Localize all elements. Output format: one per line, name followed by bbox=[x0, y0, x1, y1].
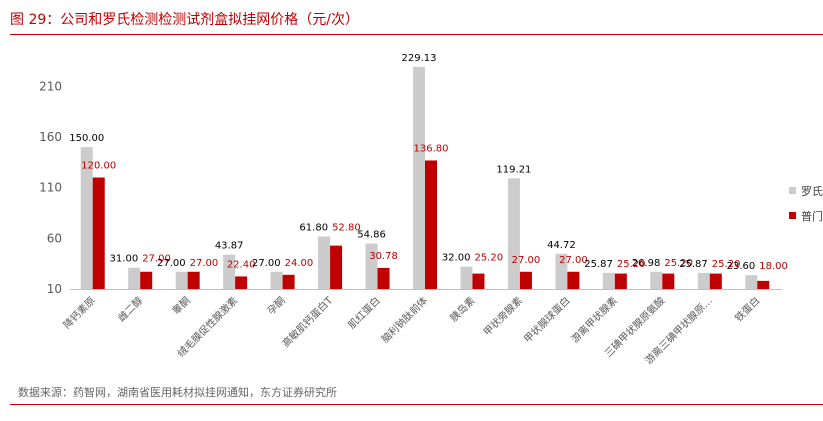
bar-lifotronic bbox=[140, 271, 153, 289]
bar-roche bbox=[365, 243, 378, 289]
bar-roche bbox=[128, 267, 141, 289]
y-tick-label: 60 bbox=[47, 231, 62, 245]
bar-roche bbox=[223, 254, 236, 289]
value-label-lifotronic: 24.00 bbox=[285, 258, 314, 269]
bar-roche bbox=[270, 271, 283, 289]
value-label-roche: 26.98 bbox=[632, 258, 661, 269]
value-label-lifotronic: 25.20 bbox=[617, 259, 646, 270]
value-label-roche: 25.87 bbox=[584, 259, 613, 270]
value-label-roche: 43.87 bbox=[215, 241, 244, 252]
value-label-roche: 150.00 bbox=[69, 133, 104, 144]
bar-lifotronic bbox=[235, 276, 248, 289]
bar-lifotronic bbox=[662, 273, 675, 289]
bar-lifotronic bbox=[187, 271, 200, 289]
value-label-lifotronic: 27.00 bbox=[142, 254, 171, 265]
value-label-roche: 32.00 bbox=[442, 253, 471, 264]
value-label-roche: 27.00 bbox=[157, 258, 186, 269]
value-label-roche: 119.21 bbox=[496, 164, 531, 175]
legend-label-lifotronic: 普门科技 bbox=[801, 209, 823, 223]
bar-roche bbox=[507, 178, 520, 289]
legend: 罗氏普门科技 bbox=[789, 185, 823, 223]
figure-title: 图 29：公司和罗氏检测检测试剂盒拟挂网价格（元/次） bbox=[10, 12, 359, 28]
bar-roche bbox=[555, 253, 568, 289]
value-label-lifotronic: 30.78 bbox=[369, 251, 398, 262]
bar-lifotronic bbox=[92, 177, 105, 289]
bar-lifotronic bbox=[567, 271, 580, 289]
bars bbox=[80, 66, 770, 289]
value-label-lifotronic: 22.40 bbox=[227, 259, 256, 270]
bar-roche bbox=[697, 272, 710, 289]
value-label-roche: 44.72 bbox=[547, 240, 576, 251]
value-label-lifotronic: 120.00 bbox=[81, 161, 116, 172]
y-tick-label: 10 bbox=[47, 282, 62, 296]
value-label-roche: 61.80 bbox=[299, 222, 328, 233]
title-rule bbox=[10, 34, 823, 35]
bar-roche bbox=[413, 66, 425, 289]
bar-roche bbox=[650, 271, 663, 289]
bar-roche bbox=[318, 236, 331, 289]
x-category-label: 降钙素原 bbox=[60, 294, 97, 331]
x-category-label: 铁蛋白 bbox=[732, 294, 762, 324]
bar-lifotronic bbox=[614, 273, 627, 289]
x-category-label: 游离甲状腺素 bbox=[568, 294, 620, 346]
bar-lifotronic bbox=[709, 273, 722, 289]
value-label-lifotronic: 27.00 bbox=[559, 255, 588, 266]
value-label-roche: 229.13 bbox=[402, 53, 437, 64]
bar-lifotronic bbox=[519, 271, 532, 289]
value-label-roche: 23.60 bbox=[727, 261, 756, 272]
bar-roche bbox=[175, 271, 188, 289]
value-label-roche: 27.00 bbox=[252, 258, 281, 269]
legend-swatch-lifotronic bbox=[789, 212, 796, 219]
value-label-lifotronic: 25.20 bbox=[664, 258, 693, 269]
bar-lifotronic bbox=[377, 267, 390, 289]
value-label-lifotronic: 18.00 bbox=[759, 261, 788, 272]
x-category-label: 甲状旁腺素 bbox=[481, 294, 526, 339]
y-axis: 10 60 110 160 210 bbox=[39, 79, 62, 296]
y-tick-label: 160 bbox=[39, 130, 62, 144]
y-tick-label: 110 bbox=[39, 181, 62, 195]
value-label-lifotronic: 27.00 bbox=[512, 255, 541, 266]
source-note: 数据来源：药智网，湖南省医用耗材拟挂网通知，东方证券研究所 bbox=[18, 386, 337, 399]
y-tick-label: 210 bbox=[39, 79, 62, 93]
footer-rule bbox=[10, 404, 823, 405]
bar-roche bbox=[745, 275, 758, 289]
x-category-label: 孕酮 bbox=[265, 295, 288, 318]
legend-swatch-roche bbox=[789, 187, 796, 194]
bar-lifotronic bbox=[472, 273, 485, 289]
bar-lifotronic bbox=[757, 280, 770, 289]
bar-roche bbox=[80, 147, 93, 289]
x-category-label: 肌红蛋白 bbox=[345, 294, 382, 331]
value-label-lifotronic: 25.20 bbox=[712, 259, 741, 270]
x-category-label: 睾酮 bbox=[169, 294, 192, 317]
x-category-label: 胰岛素 bbox=[447, 294, 477, 324]
value-label-roche: 25.87 bbox=[679, 259, 708, 270]
x-axis: 降钙素原 雌二醇 睾酮绒毛膜促性腺激素 孕酮高敏肌钙蛋白T 肌红蛋白脑利钠肽前体 胰岛素甲… bbox=[60, 289, 782, 367]
value-label-lifotronic: 25.20 bbox=[474, 253, 503, 264]
value-label-lifotronic: 52.80 bbox=[332, 222, 361, 233]
legend-label-roche: 罗氏 bbox=[801, 185, 823, 198]
bar-roche bbox=[460, 266, 473, 289]
x-category-label: 雌二醇 bbox=[115, 294, 145, 324]
bar-lifotronic bbox=[330, 245, 343, 289]
value-label-lifotronic: 27.00 bbox=[190, 258, 219, 269]
bar-lifotronic bbox=[425, 160, 437, 289]
bar-lifotronic bbox=[282, 274, 295, 289]
value-label-roche: 31.00 bbox=[110, 254, 139, 265]
x-category-label: 高敏肌钙蛋白T bbox=[279, 293, 336, 350]
x-category-label: 脑利钠肽前体 bbox=[379, 294, 431, 346]
value-label-lifotronic: 136.80 bbox=[414, 143, 449, 154]
bar-roche bbox=[602, 272, 615, 289]
x-category-label: 甲状腺球蛋白 bbox=[521, 294, 573, 346]
value-label-roche: 54.86 bbox=[357, 230, 386, 241]
